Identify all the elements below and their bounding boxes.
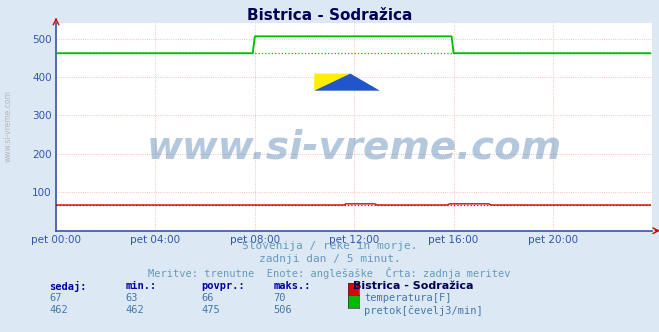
Text: 506: 506: [273, 305, 292, 315]
Text: www.si-vreme.com: www.si-vreme.com: [3, 90, 13, 162]
Text: 67: 67: [49, 293, 62, 303]
Text: www.si-vreme.com: www.si-vreme.com: [146, 129, 562, 167]
Text: maks.:: maks.:: [273, 281, 311, 290]
Text: 70: 70: [273, 293, 286, 303]
Text: povpr.:: povpr.:: [201, 281, 244, 290]
Polygon shape: [314, 74, 380, 91]
Text: 462: 462: [125, 305, 144, 315]
Text: sedaj:: sedaj:: [49, 281, 87, 291]
Polygon shape: [314, 74, 351, 91]
Text: min.:: min.:: [125, 281, 156, 290]
Text: 66: 66: [201, 293, 214, 303]
Text: 462: 462: [49, 305, 68, 315]
Text: Bistrica - Sodražica: Bistrica - Sodražica: [353, 281, 473, 290]
Text: 63: 63: [125, 293, 138, 303]
Text: Bistrica - Sodražica: Bistrica - Sodražica: [247, 8, 412, 23]
Text: pretok[čevelj3/min]: pretok[čevelj3/min]: [364, 305, 483, 316]
Text: Meritve: trenutne  Enote: anglešaške  Črta: zadnja meritev: Meritve: trenutne Enote: anglešaške Črta…: [148, 267, 511, 279]
Text: zadnji dan / 5 minut.: zadnji dan / 5 minut.: [258, 254, 401, 264]
Text: 475: 475: [201, 305, 219, 315]
Text: temperatura[F]: temperatura[F]: [364, 293, 452, 303]
Text: Slovenija / reke in morje.: Slovenija / reke in morje.: [242, 241, 417, 251]
